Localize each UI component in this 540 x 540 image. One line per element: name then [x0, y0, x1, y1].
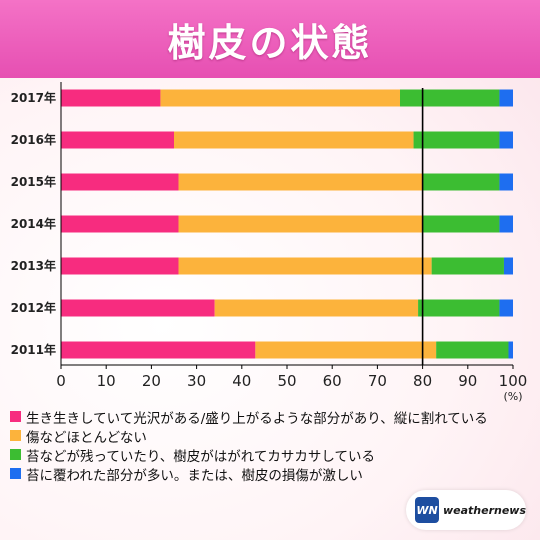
bar-segment-6-4 — [499, 299, 513, 317]
legend: 生き生きしていて光沢がある/盛り上がるような部分があり、縦に割れている 傷などほと… — [10, 407, 535, 484]
legend-swatch — [10, 411, 21, 422]
bar-chart: 2017年 2016年 2015年 2014年 2013年 2012年 2011年 0 10 2… — [11, 82, 528, 403]
unit-label: (%) — [503, 390, 522, 403]
weathernews-logo: WN weathernews — [406, 490, 526, 530]
bar-segment-6-1 — [61, 299, 215, 317]
legend-label: 生き生きしていて光沢がある/盛り上がるような部分があり、縦に割れている — [26, 410, 488, 427]
y-tick-label: 2015年 — [11, 174, 56, 189]
x-tick-label: 50 — [277, 372, 296, 390]
y-tick-label: 2017年 — [11, 90, 56, 105]
bar-segment-5-2 — [178, 257, 432, 275]
bar-segment-3-2 — [178, 173, 423, 191]
y-tick-label: 2011年 — [11, 342, 56, 357]
legend-swatch — [10, 468, 21, 479]
x-tick-label: 10 — [97, 372, 116, 390]
bar-segment-6-3 — [418, 299, 500, 317]
legend-swatch — [10, 430, 21, 441]
bar-segment-5-3 — [431, 257, 504, 275]
bar-segment-1-1 — [61, 89, 161, 107]
bar-segment-6-2 — [214, 299, 419, 317]
x-tick-label: 70 — [368, 372, 387, 390]
bar-segment-2-1 — [61, 131, 174, 149]
bar-segment-1-2 — [160, 89, 400, 107]
legend-item-1: 生き生きしていて光沢がある/盛り上がるような部分があり、縦に割れている — [10, 407, 535, 427]
y-tick-label: 2013年 — [11, 258, 56, 273]
legend-item-3: 苔などが残っていたり、樹皮がはがれてカサカサしている — [10, 445, 535, 465]
bar-segment-4-2 — [178, 215, 423, 233]
legend-swatch — [10, 449, 21, 460]
bar-segment-2-2 — [174, 131, 414, 149]
y-tick-label: 2016年 — [11, 132, 56, 147]
legend-item-4: 苔に覆われた部分が多い。または、樹皮の損傷が激しい — [10, 464, 535, 484]
logo-text: weathernews — [442, 503, 526, 517]
bar-segment-3-4 — [499, 173, 513, 191]
bar-segment-3-3 — [422, 173, 500, 191]
x-tick-label: 100 — [499, 372, 528, 390]
bar-segment-1-4 — [499, 89, 513, 107]
bar-segment-7-3 — [436, 341, 509, 359]
bar-segment-5-1 — [61, 257, 179, 275]
bar-segment-7-4 — [508, 341, 513, 359]
legend-label: 傷などほとんどない — [26, 429, 147, 446]
chart-title: 樹皮の状態 — [167, 20, 373, 65]
x-tick-label: 40 — [232, 372, 251, 390]
x-tick-label: 80 — [413, 372, 432, 390]
x-tick-label: 60 — [323, 372, 342, 390]
bar-segment-2-3 — [413, 131, 500, 149]
legend-label: 苔に覆われた部分が多い。または、樹皮の損傷が激しい — [26, 467, 363, 484]
x-tick-label: 20 — [142, 372, 161, 390]
bar-segment-1-3 — [400, 89, 500, 107]
y-tick-label: 2012年 — [11, 300, 56, 315]
bar-segment-2-4 — [499, 131, 513, 149]
wn-logo-icon: WN — [415, 497, 439, 523]
legend-item-2: 傷などほとんどない — [10, 426, 535, 446]
bar-segment-7-1 — [61, 341, 256, 359]
x-tick-label: 0 — [56, 372, 66, 390]
bar-segment-4-1 — [61, 215, 179, 233]
x-tick-label: 30 — [187, 372, 206, 390]
x-tick-label: 90 — [458, 372, 477, 390]
bar-segment-4-3 — [422, 215, 500, 233]
bar-segment-3-1 — [61, 173, 179, 191]
bar-segment-4-4 — [499, 215, 513, 233]
bar-segment-5-4 — [503, 257, 513, 275]
legend-label: 苔などが残っていたり、樹皮がはがれてカサカサしている — [26, 448, 375, 465]
title-banner: 樹皮の状態 — [0, 0, 540, 78]
bar-segment-7-2 — [255, 341, 437, 359]
y-tick-label: 2014年 — [11, 216, 56, 231]
